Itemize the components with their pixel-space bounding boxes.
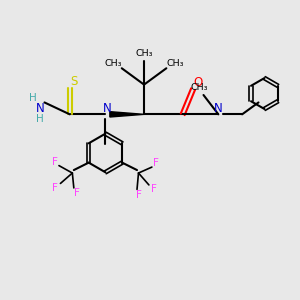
Text: F: F <box>52 157 57 167</box>
Text: F: F <box>136 190 141 200</box>
Text: CH₃: CH₃ <box>190 83 208 92</box>
Text: CH₃: CH₃ <box>135 49 153 58</box>
Text: N: N <box>36 102 44 115</box>
Polygon shape <box>110 112 144 117</box>
Text: CH₃: CH₃ <box>104 59 122 68</box>
Text: O: O <box>193 76 202 89</box>
Text: F: F <box>74 188 80 198</box>
Text: F: F <box>151 184 157 194</box>
Text: H: H <box>29 93 37 103</box>
Text: N: N <box>214 102 223 115</box>
Text: F: F <box>153 158 159 168</box>
Text: N: N <box>103 102 111 115</box>
Text: S: S <box>70 74 78 88</box>
Text: H: H <box>36 114 44 124</box>
Text: F: F <box>52 183 58 193</box>
Text: CH₃: CH₃ <box>167 59 184 68</box>
